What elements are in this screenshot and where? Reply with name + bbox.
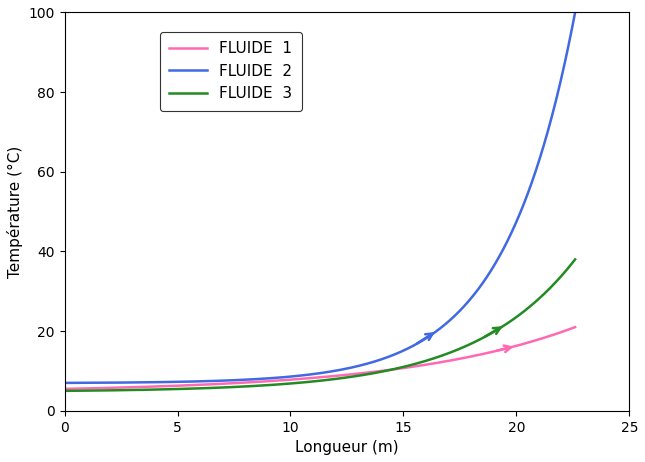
FLUIDE  2	[412, 342, 419, 347]
FLUIDE  2	[267, 376, 275, 381]
FLUIDE  3	[468, 340, 476, 346]
FLUIDE  1	[468, 353, 476, 359]
FLUIDE  2	[113, 380, 121, 385]
FLUIDE  1	[286, 377, 293, 383]
FLUIDE  3	[286, 381, 293, 386]
FLUIDE  1	[412, 364, 419, 369]
Y-axis label: Température (°C): Température (°C)	[7, 146, 23, 278]
X-axis label: Longueur (m): Longueur (m)	[295, 440, 399, 455]
FLUIDE  1	[267, 378, 275, 384]
FLUIDE  1	[113, 385, 121, 390]
Line: FLUIDE  3: FLUIDE 3	[64, 259, 575, 391]
Line: FLUIDE  1: FLUIDE 1	[64, 327, 575, 389]
FLUIDE  3	[459, 345, 466, 350]
FLUIDE  2	[286, 374, 293, 379]
FLUIDE  2	[61, 380, 68, 386]
FLUIDE  1	[61, 386, 68, 392]
FLUIDE  1	[459, 355, 466, 361]
FLUIDE  3	[267, 382, 275, 388]
Line: FLUIDE  2: FLUIDE 2	[64, 12, 575, 383]
FLUIDE  3	[571, 256, 579, 262]
FLUIDE  2	[459, 305, 466, 310]
FLUIDE  3	[113, 388, 121, 393]
FLUIDE  2	[571, 10, 579, 15]
FLUIDE  2	[468, 294, 476, 300]
Legend: FLUIDE  1, FLUIDE  2, FLUIDE  3: FLUIDE 1, FLUIDE 2, FLUIDE 3	[160, 32, 302, 110]
FLUIDE  3	[61, 388, 68, 394]
FLUIDE  1	[571, 324, 579, 330]
FLUIDE  3	[412, 361, 419, 367]
